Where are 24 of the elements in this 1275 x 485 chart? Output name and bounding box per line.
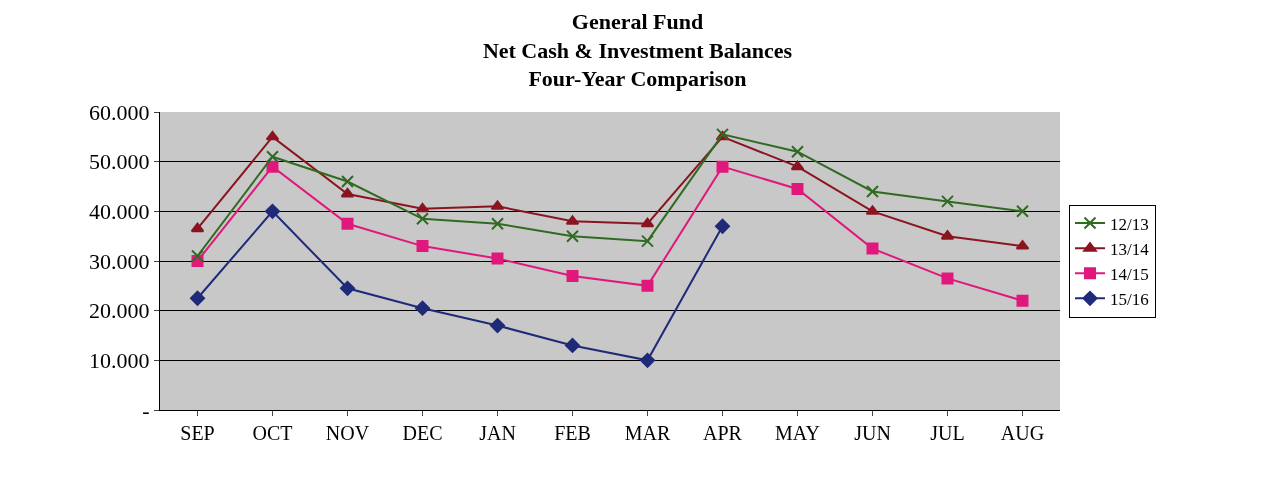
- x-tick-label: OCT: [252, 422, 293, 444]
- x-tick-label: DEC: [402, 422, 443, 444]
- legend-label: 15/16: [1110, 289, 1149, 309]
- y-tick-label: 20.000: [89, 298, 150, 324]
- y-tick-label: -: [142, 397, 150, 423]
- x-tick-label: FEB: [554, 422, 591, 444]
- legend-label: 12/13: [1110, 214, 1149, 234]
- chart-title: General Fund Net Cash & Investment Balances Four-Year Comparison: [482, 9, 793, 92]
- x-tick-label: SEP: [180, 422, 215, 444]
- x-tick-label: APR: [703, 422, 743, 444]
- y-tick-label: 30.000: [89, 248, 150, 274]
- x-tick-label: AUG: [1000, 422, 1045, 444]
- x-tick-label: JUL: [930, 422, 965, 444]
- legend-label: 13/14: [1110, 239, 1150, 259]
- x-tick-label: JUN: [854, 422, 891, 444]
- legend-label: 14/15: [1110, 264, 1149, 284]
- y-tick-label: 10.000: [89, 348, 150, 374]
- y-tick-label: 40.000: [89, 199, 150, 225]
- x-tick-label: MAR: [624, 422, 671, 444]
- y-tick-label: 60.000: [89, 99, 150, 125]
- y-tick-label: 50.000: [89, 149, 150, 175]
- x-tick-label: NOV: [325, 422, 370, 444]
- x-tick-label: MAY: [775, 422, 820, 444]
- x-tick-label: JAN: [479, 422, 516, 444]
